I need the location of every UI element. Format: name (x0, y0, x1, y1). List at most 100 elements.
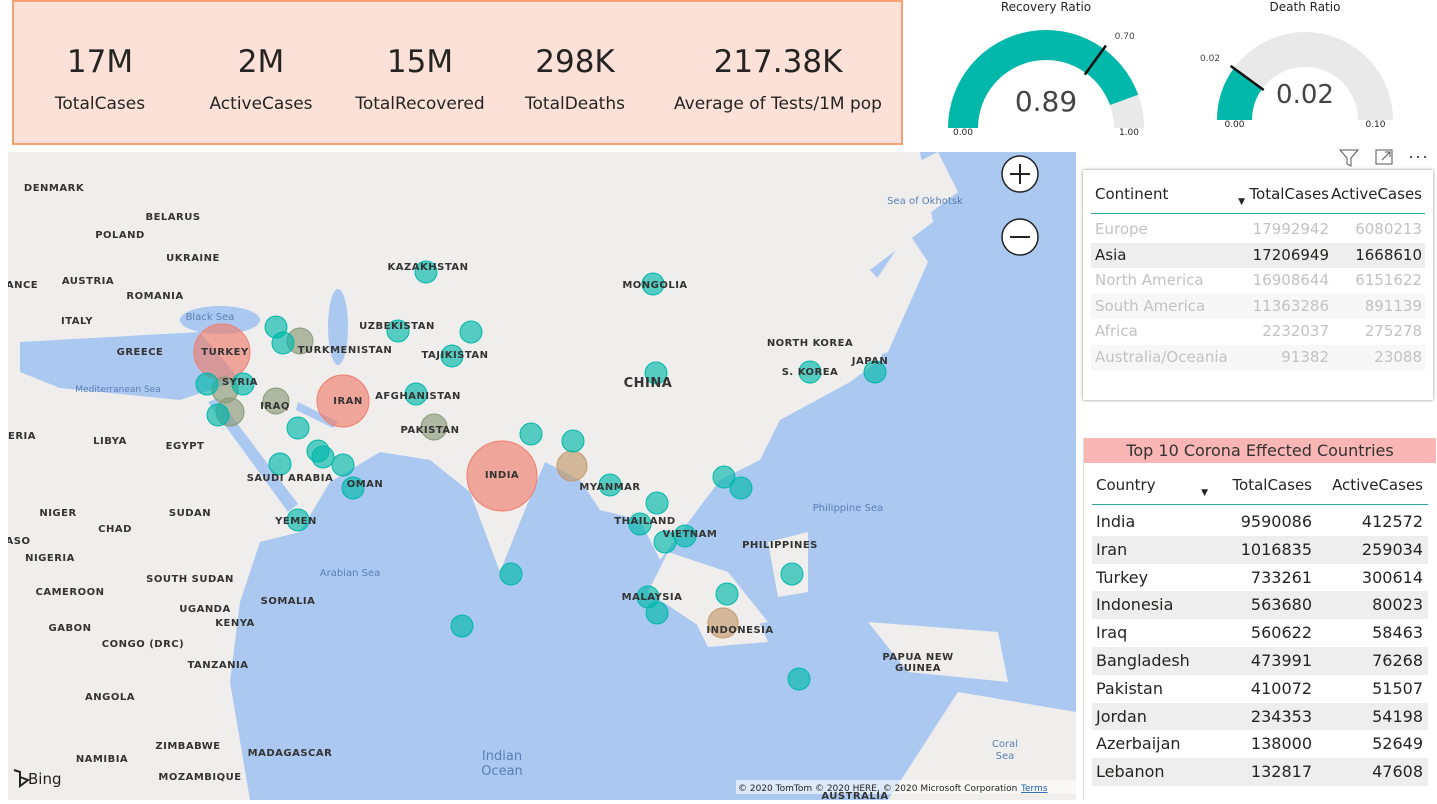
map-bubble[interactable] (231, 372, 255, 396)
country-label: ROMANIA (126, 291, 183, 302)
map-bubble[interactable] (271, 331, 295, 355)
map-bubble[interactable] (645, 491, 669, 515)
gauge-value-label: 0.02 (1276, 80, 1334, 110)
map-bubble[interactable] (440, 344, 464, 368)
country-label: KENYA (215, 618, 254, 629)
map-bubble[interactable] (598, 473, 622, 497)
country-label: DENMARK (24, 183, 85, 194)
map-bubble[interactable] (262, 387, 290, 415)
sea-label: Mediterranean Sea (75, 385, 160, 395)
country-label: ERIA (8, 431, 36, 442)
map-bubble[interactable] (645, 601, 669, 625)
table-cell: 300614 (1361, 567, 1423, 587)
map-bubble[interactable] (712, 465, 736, 489)
map-bubble[interactable] (466, 440, 538, 512)
table-cell: Turkey (1096, 567, 1149, 587)
visual-header (1332, 144, 1437, 170)
map-bubble[interactable] (459, 320, 483, 344)
sort-arrow: ▼ (1201, 488, 1208, 498)
map-bubble[interactable] (673, 524, 697, 548)
map-bubble[interactable] (644, 361, 668, 385)
country-label: ANGOLA (85, 692, 135, 703)
country-label: GUINEA (895, 663, 941, 674)
table-cell: Azerbaijan (1096, 734, 1181, 754)
table-cell: Australia/Oceania (1095, 347, 1228, 366)
map-bubble[interactable] (561, 429, 585, 453)
country-label: EGYPT (166, 441, 205, 452)
table-row[interactable]: India 9590086 412572 (1092, 508, 1428, 537)
table-cell: 259034 (1361, 539, 1423, 559)
map-bubble[interactable] (628, 512, 652, 536)
map-bubble[interactable] (780, 562, 804, 586)
map-bubble[interactable] (195, 372, 219, 396)
map-bubble[interactable] (499, 562, 523, 586)
terms-link[interactable]: Terms (1020, 784, 1048, 794)
map: Bing © 2020 TomTom © 2020 HERE, © 2020 M… (8, 152, 1076, 800)
map-bubble[interactable] (404, 382, 428, 406)
kpi-value: 217.38K (713, 44, 843, 80)
map-bubble[interactable] (787, 667, 811, 691)
map-bubble[interactable] (331, 453, 355, 477)
table-row[interactable]: Iran 1016835 259034 (1092, 535, 1428, 565)
map-bubble[interactable] (386, 319, 410, 343)
map-bubble[interactable] (450, 614, 474, 638)
table-cell: 47608 (1372, 762, 1423, 782)
sea-label: Sea (996, 751, 1015, 762)
country-label: UKRAINE (166, 253, 220, 264)
map-bubble[interactable] (206, 403, 230, 427)
map-bubble[interactable] (414, 260, 438, 284)
table-row[interactable]: Azerbaijan 138000 52649 (1092, 730, 1428, 760)
map-bubble[interactable] (311, 445, 335, 469)
map-bubble[interactable] (341, 476, 365, 500)
country-label: AFGHANISTAN (375, 391, 461, 402)
map-bubble[interactable] (316, 374, 370, 428)
table-row[interactable]: Asia 17206949 1668610 (1091, 242, 1425, 268)
country-label: NIGER (39, 508, 76, 519)
map-bubble[interactable] (707, 607, 739, 639)
map-bubble[interactable] (268, 452, 292, 476)
table-cell: North America (1095, 271, 1204, 289)
map-bubble[interactable] (641, 272, 665, 296)
table-row[interactable]: North America 16908644 6151622 (1091, 268, 1425, 294)
country-label: CAMEROON (36, 587, 105, 598)
table-row[interactable]: Europe 17992942 6080213 (1091, 217, 1425, 243)
table-cell: Iran (1096, 539, 1128, 559)
kpi-label: TotalCases (54, 94, 146, 114)
gauge-max-label: 1.00 (1119, 128, 1139, 138)
map-bubble[interactable] (420, 413, 448, 441)
country-label: TANZANIA (188, 660, 249, 671)
map-bubble[interactable] (798, 360, 822, 384)
filter-icon[interactable] (1338, 149, 1360, 167)
map-bubble[interactable] (863, 360, 887, 384)
country-label: TAJIKISTAN (421, 350, 488, 361)
map-bubble[interactable] (715, 582, 739, 606)
table-row[interactable]: Indonesia 563680 80023 (1092, 591, 1428, 621)
column-header: TotalCases (1249, 185, 1329, 203)
table-row[interactable]: South America 11363286 891139 (1091, 293, 1425, 319)
focus-icon[interactable] (1375, 149, 1393, 165)
table-row[interactable]: Pakistan 410072 51507 (1092, 675, 1428, 704)
table-row[interactable]: Jordan 234353 54198 (1092, 702, 1428, 732)
map-bubble[interactable] (556, 450, 588, 482)
table-row[interactable]: Iraq 560622 58463 (1092, 619, 1428, 648)
table-cell: 891139 (1364, 296, 1422, 315)
map-bubble[interactable] (519, 422, 543, 446)
table-row[interactable]: Africa 2232037 275278 (1091, 319, 1425, 345)
map-bubble[interactable] (286, 508, 310, 532)
table-cell: Iraq (1096, 623, 1128, 643)
bing-icon (13, 769, 31, 788)
country-label: SOUTH SUDAN (146, 574, 234, 585)
country-label: MONGOLIA (622, 280, 687, 291)
table-cell: 80023 (1372, 595, 1423, 615)
country-label: MYANMAR (579, 482, 640, 493)
kpi-panel: 17M TotalCases 2M ActiveCases 15M TotalRecove… (12, 0, 903, 145)
table-row[interactable]: Bangladesh 473991 76268 (1092, 647, 1428, 676)
kpi-value: 2M (237, 44, 285, 80)
gauge-max-label: 0.10 (1365, 120, 1385, 130)
table-row[interactable]: Australia/Oceania 91382 23088 (1091, 344, 1425, 370)
table-row[interactable]: Turkey 733261 300614 (1092, 564, 1428, 593)
map-bubble[interactable] (286, 416, 310, 440)
map-bubble[interactable] (729, 476, 753, 500)
table-row[interactable]: Lebanon 132817 47608 (1092, 758, 1428, 787)
